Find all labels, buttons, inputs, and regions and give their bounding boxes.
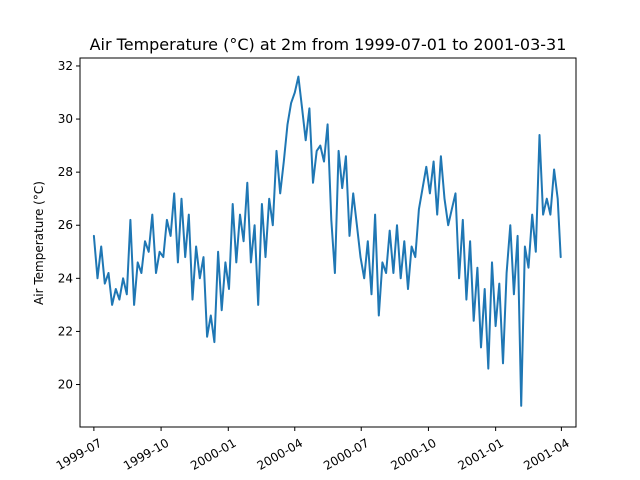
- x-tick-label: 2001-01: [456, 436, 506, 473]
- plot-frame: [79, 57, 577, 428]
- x-tick-label: 1999-10: [121, 436, 171, 473]
- x-tick-label: 2001-04: [521, 436, 571, 473]
- x-tick-label: 2000-07: [321, 436, 371, 473]
- x-tick-label: 2000-01: [188, 436, 238, 473]
- y-tick-label: 32: [58, 59, 73, 73]
- y-tick-label: 22: [58, 324, 73, 338]
- plot-area: [79, 57, 577, 428]
- y-tick-label: 24: [58, 271, 73, 285]
- temperature-series-line: [92, 75, 562, 407]
- x-tick-label: 2000-10: [388, 436, 438, 473]
- y-axis: 20 22 24 26 28 30 32: [58, 59, 80, 392]
- x-tick-label: 1999-07: [54, 436, 104, 473]
- y-tick-label: 28: [58, 165, 73, 179]
- y-axis-label: Air Temperature (°C): [32, 181, 46, 305]
- y-tick-label: 20: [58, 378, 73, 392]
- x-tick-label: 2000-04: [255, 436, 305, 473]
- y-tick-label: 30: [58, 112, 73, 126]
- x-axis: 1999-07 1999-10 2000-01 2000-04 2000-07 2000-…: [54, 427, 572, 473]
- y-tick-label: 26: [58, 218, 73, 232]
- chart-title: Air Temperature (°C) at 2m from 1999-07-…: [90, 35, 567, 54]
